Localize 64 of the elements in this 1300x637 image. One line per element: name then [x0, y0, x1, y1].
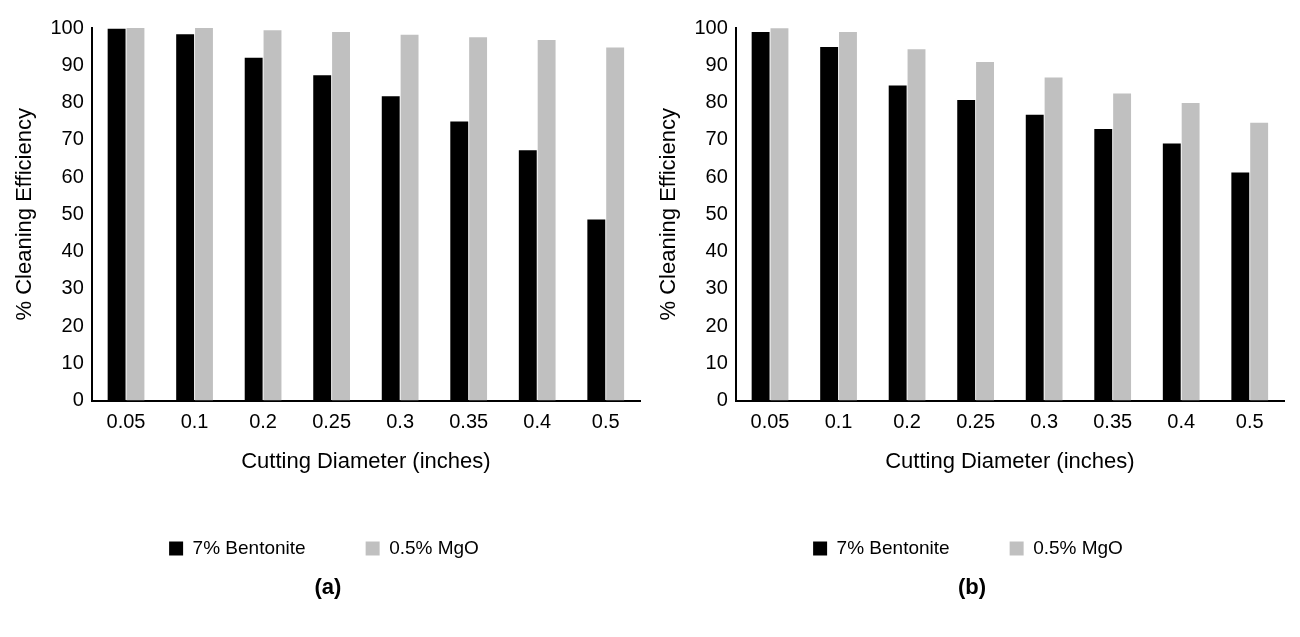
text: (a) — [313, 574, 343, 600]
x-tick-label: 0.25 — [312, 410, 352, 433]
y-tick-label: 70 — [61, 127, 84, 150]
x-tick-label: 0.4 — [523, 410, 552, 433]
bar — [1250, 122, 1269, 401]
bar — [976, 61, 994, 401]
legend-label: 7% Bentonite — [836, 536, 950, 558]
y-tick-label: 10 — [705, 350, 728, 373]
bar — [195, 28, 213, 401]
bar — [263, 30, 282, 401]
x-tick-label: 0.3 — [1030, 410, 1059, 433]
y-tick-label: 10 — [61, 350, 84, 373]
x-axis-title: Cutting Diameter (inches) — [885, 447, 1135, 473]
y-tick-label: 60 — [705, 164, 728, 187]
x-tick-label: 0.05 — [750, 410, 790, 433]
x-tick-label: 0.1 — [824, 410, 853, 433]
bar — [606, 47, 625, 401]
y-tick-label: 80 — [705, 90, 728, 113]
bar — [1113, 93, 1132, 401]
x-tick-label: 0.25 — [956, 410, 996, 433]
bar — [1044, 77, 1063, 401]
y-axis-title: % Cleaning Efficiency — [655, 108, 681, 321]
x-tick-label: 0.05 — [106, 410, 146, 433]
text: (b) — [956, 574, 988, 600]
x-tick-label: 0.3 — [386, 410, 415, 433]
y-tick-label: 20 — [705, 313, 728, 336]
y-tick-label: 90 — [705, 52, 728, 75]
y-tick-label: 40 — [705, 239, 728, 262]
y-tick-label: 0 — [716, 388, 728, 411]
y-tick-label: 70 — [705, 127, 728, 150]
x-tick-label: 0.35 — [449, 410, 489, 433]
x-axis-title: Cutting Diameter (inches) — [241, 447, 491, 473]
x-tick-label: 0.1 — [180, 410, 209, 433]
legend-label: 0.5% MgO — [389, 536, 479, 558]
bar — [1181, 102, 1200, 401]
y-tick-label: 0 — [72, 388, 84, 411]
x-tick-label: 0.2 — [893, 410, 921, 433]
y-axis-title: % Cleaning Efficiency — [11, 108, 37, 321]
y-tick-label: 90 — [61, 52, 84, 75]
y-tick-label: 100 — [694, 15, 728, 38]
x-tick-label: 0.35 — [1093, 410, 1133, 433]
bar — [537, 39, 556, 401]
y-tick-label: 80 — [61, 90, 84, 113]
bar — [839, 32, 857, 401]
bar — [907, 49, 926, 401]
bar — [770, 28, 789, 401]
y-tick-label: 40 — [61, 239, 84, 262]
x-tick-label: 0.4 — [1167, 410, 1196, 433]
y-tick-label: 50 — [705, 201, 728, 224]
legend-label: 7% Bentonite — [192, 536, 306, 558]
bar — [332, 32, 350, 401]
legend-label: 0.5% MgO — [1033, 536, 1123, 558]
x-tick-label: 0.5 — [1235, 410, 1264, 433]
x-tick-label: 0.5 — [591, 410, 620, 433]
bar — [126, 28, 145, 401]
y-tick-label: 50 — [61, 201, 84, 224]
y-tick-label: 100 — [50, 15, 84, 38]
bar — [469, 37, 488, 401]
y-tick-label: 60 — [61, 164, 84, 187]
y-tick-label: 30 — [705, 276, 728, 299]
y-tick-label: 30 — [61, 276, 84, 299]
y-tick-label: 20 — [61, 313, 84, 336]
bar — [400, 34, 419, 401]
x-tick-label: 0.2 — [249, 410, 277, 433]
